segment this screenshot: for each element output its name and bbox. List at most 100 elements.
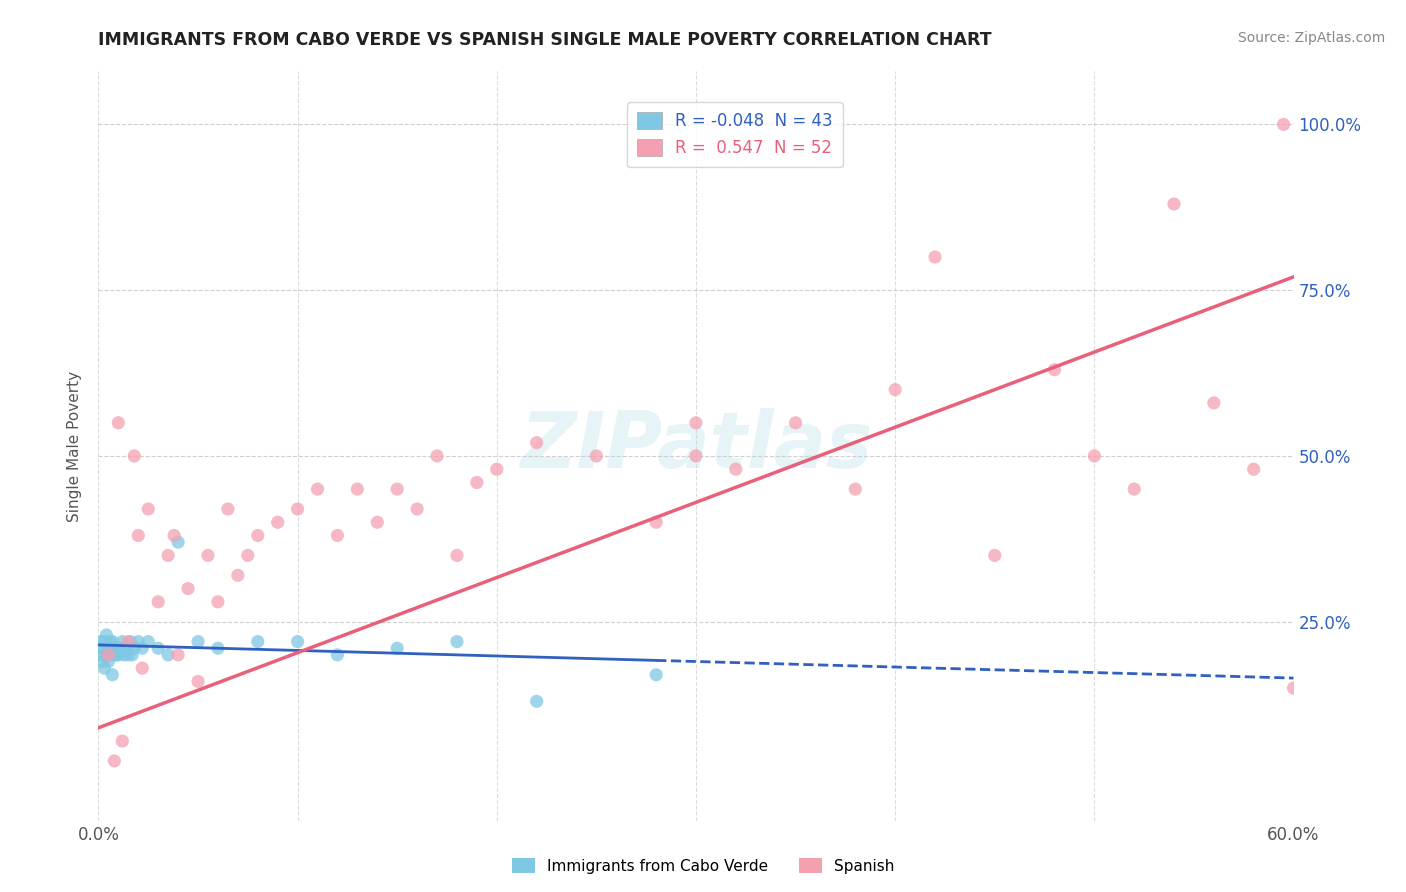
Point: [101, 667, 124, 681]
Point: [326, 528, 349, 542]
Point: [1282, 681, 1305, 695]
Point: [217, 502, 239, 516]
Point: [1083, 449, 1105, 463]
Point: [207, 595, 229, 609]
Point: [97, 655, 120, 669]
Point: [385, 482, 409, 496]
Point: [446, 549, 468, 563]
Point: [785, 416, 807, 430]
Point: [89, 648, 111, 662]
Point: [465, 475, 488, 490]
Point: [366, 515, 388, 529]
Point: [197, 549, 219, 563]
Point: [177, 582, 200, 596]
Point: [96, 628, 118, 642]
Point: [120, 634, 142, 648]
Point: [485, 462, 508, 476]
Point: [93, 661, 115, 675]
Point: [526, 694, 548, 708]
Point: [1043, 363, 1066, 377]
Point: [287, 502, 309, 516]
Point: [884, 383, 907, 397]
Point: [307, 482, 329, 496]
Point: [127, 634, 149, 648]
Point: [91, 655, 114, 669]
Point: [585, 449, 607, 463]
Point: [207, 641, 229, 656]
Point: [685, 416, 707, 430]
Point: [1202, 396, 1225, 410]
Point: [111, 634, 134, 648]
Text: IMMIGRANTS FROM CABO VERDE VS SPANISH SINGLE MALE POVERTY CORRELATION CHART: IMMIGRANTS FROM CABO VERDE VS SPANISH SI…: [98, 31, 993, 49]
Point: [385, 641, 409, 656]
Point: [157, 549, 180, 563]
Point: [326, 648, 349, 662]
Point: [1243, 462, 1265, 476]
Point: [924, 250, 946, 264]
Point: [107, 641, 129, 656]
Point: [187, 674, 209, 689]
Point: [110, 641, 132, 656]
Point: [236, 549, 259, 563]
Point: [136, 634, 159, 648]
Point: [526, 435, 548, 450]
Point: [426, 449, 449, 463]
Point: [124, 641, 146, 656]
Point: [103, 648, 125, 662]
Point: [246, 528, 269, 542]
Point: [148, 595, 170, 609]
Point: [97, 648, 120, 662]
Point: [101, 634, 124, 648]
Point: [98, 648, 122, 662]
Point: [187, 634, 209, 648]
Point: [685, 449, 707, 463]
Point: [1272, 117, 1295, 131]
Point: [157, 648, 180, 662]
Point: [346, 482, 368, 496]
Point: [724, 462, 747, 476]
Point: [111, 734, 134, 748]
Point: [112, 648, 135, 662]
Point: [107, 648, 129, 662]
Text: ZIPatlas: ZIPatlas: [520, 408, 872, 484]
Point: [167, 648, 190, 662]
Point: [131, 641, 153, 656]
Point: [97, 641, 120, 656]
Point: [127, 528, 149, 542]
Point: [105, 648, 128, 662]
Point: [107, 416, 129, 430]
Point: [103, 754, 125, 768]
Point: [115, 641, 138, 656]
Point: [1123, 482, 1146, 496]
Point: [105, 641, 128, 656]
Point: [287, 634, 309, 648]
Point: [1163, 197, 1185, 211]
Legend: R = -0.048  N = 43, R =  0.547  N = 52: R = -0.048 N = 43, R = 0.547 N = 52: [627, 103, 842, 167]
Point: [89, 634, 111, 648]
Point: [267, 515, 290, 529]
Point: [984, 549, 1007, 563]
Point: [117, 634, 139, 648]
Point: [148, 641, 170, 656]
Point: [96, 648, 118, 662]
Point: [226, 568, 249, 582]
Point: [446, 634, 468, 648]
Point: [91, 641, 114, 656]
Point: [131, 661, 153, 675]
Point: [124, 449, 146, 463]
Point: [645, 667, 668, 681]
Point: [136, 502, 159, 516]
Point: [844, 482, 866, 496]
Point: [93, 634, 115, 648]
Point: [117, 648, 139, 662]
Point: [645, 515, 668, 529]
Point: [98, 634, 122, 648]
Point: [121, 648, 143, 662]
Point: [163, 528, 186, 542]
Point: [406, 502, 429, 516]
Text: Source: ZipAtlas.com: Source: ZipAtlas.com: [1237, 31, 1385, 45]
Point: [167, 535, 190, 549]
Point: [103, 641, 125, 656]
Y-axis label: Single Male Poverty: Single Male Poverty: [67, 370, 83, 522]
Legend: Immigrants from Cabo Verde, Spanish: Immigrants from Cabo Verde, Spanish: [506, 852, 900, 880]
